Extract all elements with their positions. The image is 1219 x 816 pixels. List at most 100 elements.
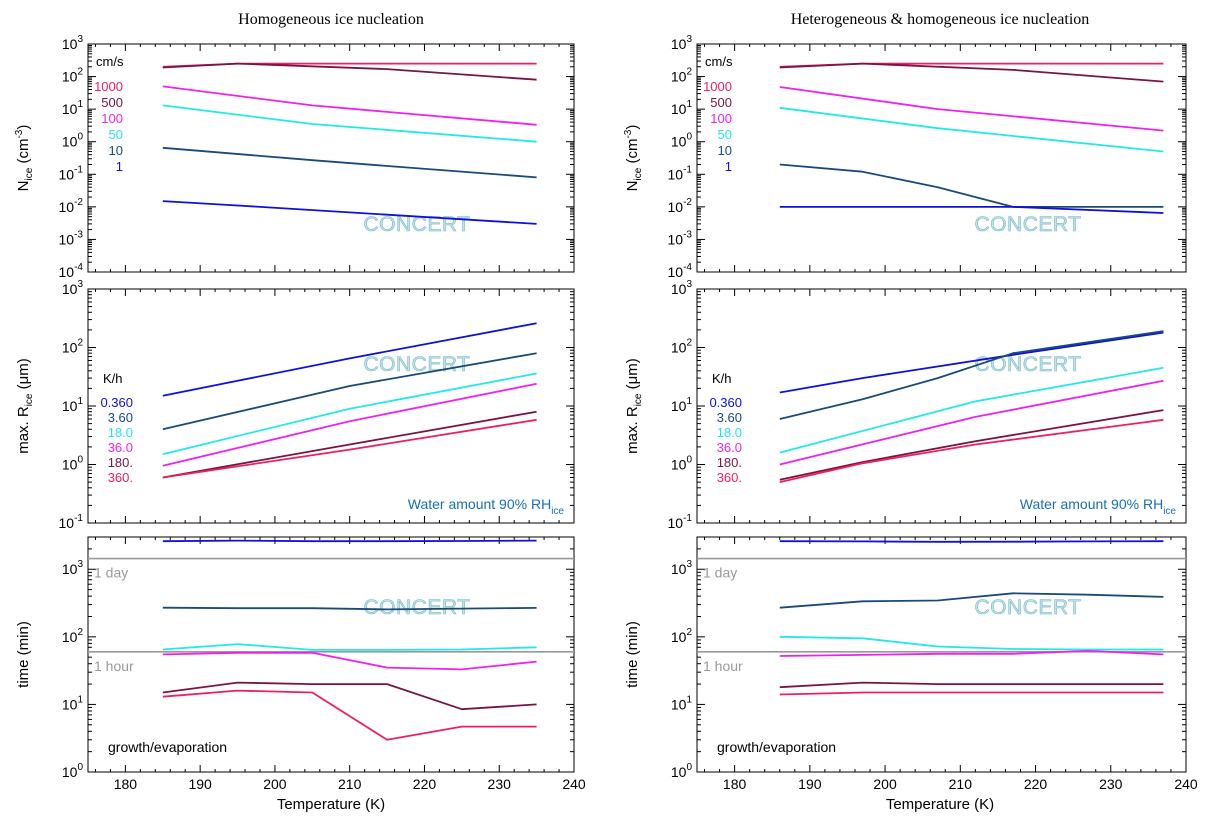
series-line-3p60 <box>162 352 537 431</box>
legend-velocity-entry: 10 <box>109 143 123 158</box>
series-line-18p0 <box>162 372 537 456</box>
panel-frame <box>696 536 1187 773</box>
y-tick-label: 102 <box>671 338 693 356</box>
series-line-180p <box>162 410 537 479</box>
right-column-title: Heterogeneous & homogeneous ice nucleati… <box>791 11 1090 28</box>
legend-cooling-entry: 36.0 <box>717 440 742 455</box>
x-tick-label: 210 <box>949 776 973 792</box>
x-tick-label: 230 <box>488 776 512 792</box>
y-tick-label: 10-4 <box>668 262 693 280</box>
x-tick-label: 220 <box>413 776 437 792</box>
y-tick-label: 100 <box>62 762 84 780</box>
growth-evaporation-label: growth/evaporation <box>717 739 836 755</box>
legend-cooling-entry: 0.360 <box>100 395 133 410</box>
x-tick-label: 220 <box>1024 776 1048 792</box>
series-line-100 <box>162 85 537 126</box>
y-tick-label: 101 <box>671 99 693 117</box>
series-line-0p360 <box>779 331 1164 394</box>
y-tick-label: 101 <box>62 99 84 117</box>
y-tick-label: 10-3 <box>668 229 693 247</box>
legend-velocity-entry: 100 <box>710 111 732 126</box>
series-line-10 <box>779 163 1164 208</box>
y-axis-label: Nice (cm-3) <box>14 125 35 192</box>
y-tick-label: 10-4 <box>59 262 84 280</box>
panel-homogeneous-row1: 10-4 10-3 10-2 10-1 100 101 102 103 Nice (cm-3) <box>14 34 575 280</box>
legend-velocity-entry: 500 <box>710 95 732 110</box>
x-tick-label: 240 <box>1174 776 1198 792</box>
y-tick-label: 10-2 <box>668 197 693 215</box>
water-amount-label: Water amount 90% RHice <box>408 496 565 517</box>
series-line-50 <box>779 106 1164 153</box>
series-line-360p <box>162 418 537 479</box>
panel-heterogeneous-row2: 10-1 100 101 102 103 max. Rice (μm) <box>624 279 1187 531</box>
left-x-axis-label: Temperature (K) <box>277 796 385 813</box>
left-column-title: Homogeneous ice nucleation <box>238 11 424 28</box>
x-tick-label: 210 <box>338 776 362 792</box>
legend-cooling-entry: 180. <box>717 455 742 470</box>
series-line-360p <box>162 689 537 741</box>
legend-velocity-entry: 500 <box>101 95 123 110</box>
legend-unit-velocity: cm/s <box>705 54 733 69</box>
series-line-0p360 <box>779 540 1164 543</box>
y-tick-label: 102 <box>62 627 84 645</box>
panel-frame <box>87 43 575 273</box>
x-tick-label: 190 <box>188 776 212 792</box>
concert-watermark: CONCERT <box>975 213 1082 236</box>
y-tick-label: 103 <box>62 279 84 297</box>
legend-cooling-entry: 18.0 <box>717 425 742 440</box>
y-tick-label: 103 <box>671 34 693 52</box>
concert-watermark: CONCERT <box>364 596 471 619</box>
y-tick-label: 100 <box>62 132 84 150</box>
one-hour-label: 1 hour <box>703 658 743 674</box>
series-line-360p <box>779 418 1164 483</box>
legend-cooling-entry: 360. <box>717 470 742 485</box>
series-line-1 <box>162 200 537 225</box>
panel-frame <box>87 288 575 524</box>
y-tick-label: 101 <box>62 396 84 414</box>
x-tick-label: 240 <box>562 776 586 792</box>
panel-heterogeneous-row1: 10-4 10-3 10-2 10-1 100 101 102 103 Nice (cm-3) <box>623 34 1187 280</box>
series-line-18p0 <box>779 635 1164 651</box>
legend-unit-velocity: cm/s <box>96 54 124 69</box>
legend-cooling-entry: 36.0 <box>108 440 133 455</box>
legend-velocity-entry: 1 <box>725 159 732 174</box>
y-axis-label: max. Rice (μm) <box>15 358 35 454</box>
y-tick-label: 100 <box>62 455 84 473</box>
legend-cooling-entry: 180. <box>108 455 133 470</box>
y-tick-label: 100 <box>671 762 693 780</box>
y-tick-label: 103 <box>62 559 84 577</box>
legend-velocity-entry: 100 <box>101 111 123 126</box>
legend-cooling-entry: 3.60 <box>108 410 133 425</box>
concert-watermark: CONCERT <box>975 596 1082 619</box>
y-tick-label: 10-1 <box>59 513 84 531</box>
series-line-18p0 <box>162 643 537 651</box>
series-line-1 <box>779 205 1164 214</box>
legend-cooling-entry: 360. <box>108 470 133 485</box>
y-tick-label: 10-2 <box>59 197 84 215</box>
series-line-36p0 <box>162 651 537 671</box>
legend-velocity-entry: 50 <box>109 127 123 142</box>
series-line-3p60 <box>779 330 1164 420</box>
series-line-50 <box>162 104 537 143</box>
panel-frame <box>696 288 1187 524</box>
y-tick-label: 101 <box>62 694 84 712</box>
y-tick-label: 103 <box>671 559 693 577</box>
series-line-360p <box>779 691 1164 696</box>
series-line-100 <box>779 86 1164 132</box>
panel-homogeneous-row3: 180 190 200 210 220 230 240 100 101 102 103 time (m… <box>15 536 586 792</box>
x-tick-label: 180 <box>723 776 747 792</box>
x-tick-label: 230 <box>1099 776 1123 792</box>
series-line-180p <box>162 681 537 711</box>
series-line-36p0 <box>779 379 1164 466</box>
y-tick-label: 102 <box>671 67 693 85</box>
y-tick-label: 101 <box>671 396 693 414</box>
y-axis-label: Nice (cm-3) <box>623 125 644 192</box>
water-amount-label: Water amount 90% RHice <box>1020 496 1177 517</box>
legend-velocity-entry: 50 <box>718 127 732 142</box>
panel-homogeneous-row2: 10-1 100 101 102 103 max. Rice (μm) <box>15 279 575 531</box>
y-tick-label: 100 <box>671 132 693 150</box>
growth-evaporation-label: growth/evaporation <box>108 739 227 755</box>
series-line-36p0 <box>162 382 537 467</box>
y-tick-label: 10-1 <box>668 164 693 182</box>
